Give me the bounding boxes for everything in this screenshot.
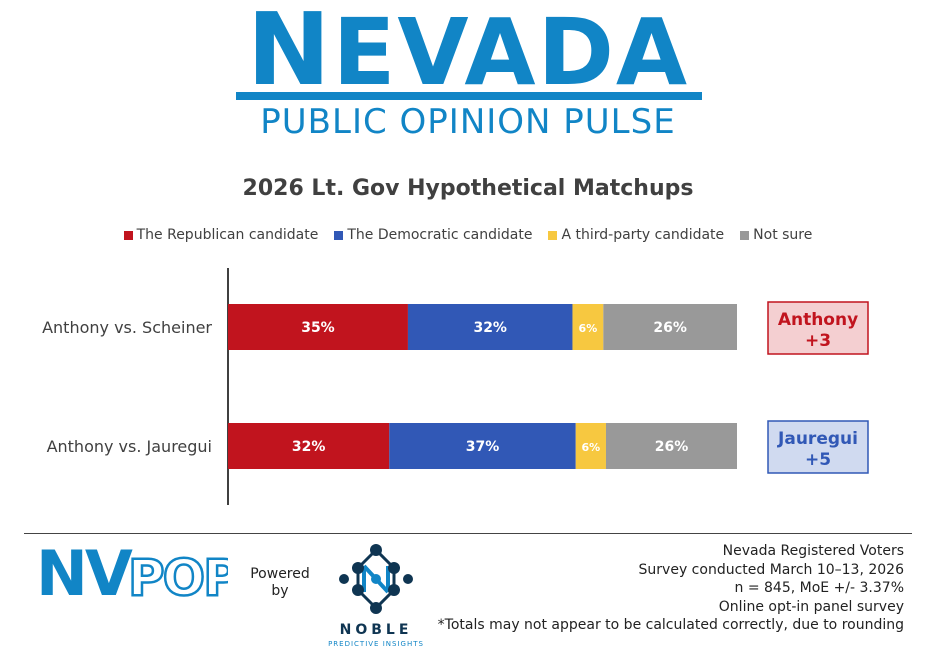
legend-item-republican: The Republican candidate [123,227,319,243]
legend-label-republican: The Republican candidate [136,227,319,243]
bar-label-0-0: 35% [301,320,335,336]
header-title: NEVADA [0,0,936,100]
nvpop-logo-pop: POP [128,549,228,599]
header-title-rest: EVADA [332,0,690,106]
chart-legend: The Republican candidate The Democratic … [0,227,936,243]
note-dates: Survey conducted March 10–13, 2026 [638,561,904,578]
note-method: Online opt-in panel survey [718,598,904,615]
note-population: Nevada Registered Voters [722,543,904,559]
bar-label-1-2: 6% [582,441,601,454]
header-subtitle: PUBLIC OPINION PULSE [260,102,676,142]
note-sample: n = 845, MoE +/- 3.37% [734,580,905,596]
bar-segment-1-1 [389,423,576,469]
powered-line-1: Powered [250,566,310,582]
margin-box-0 [767,301,869,355]
bar-segment-0-0 [228,304,408,350]
survey-notes: Nevada Registered Voters Survey conducte… [438,542,904,635]
bar-segment-0-2 [572,304,604,350]
header-divider [236,92,702,100]
margin-label-name-0: Anthony [778,310,858,330]
bar-label-1-3: 26% [655,439,689,455]
margin-label-value-0: +3 [805,331,831,351]
category-label-0: Anthony vs. Scheiner [42,318,212,337]
bar-label-0-3: 26% [653,320,687,336]
bar-label-0-1: 32% [473,320,507,336]
nvpop-logo: NV POP [36,545,228,599]
powered-by-label: Powered by [240,566,320,600]
legend-label-not-sure: Not sure [753,227,813,243]
bar-segment-0-3 [603,304,737,350]
footer-divider [24,533,912,534]
bar-segment-1-0 [228,423,390,469]
legend-swatch-not-sure [740,230,750,240]
legend-swatch-republican [123,230,133,240]
legend-label-third-party: A third-party candidate [561,227,725,243]
nvpop-logo-nv: NV [36,545,133,599]
noble-wordmark: NOBLE [339,622,413,638]
bar-segment-1-3 [605,423,737,469]
noble-network-icon [339,544,413,614]
bar-label-0-2: 6% [579,322,598,335]
legend-item-third-party: A third-party candidate [548,227,724,243]
legend-item-democratic: The Democratic candidate [334,227,532,243]
bar-segment-0-1 [407,304,573,350]
noble-tagline: PREDICTIVE INSIGHTS [328,640,424,648]
bar-segment-1-2 [575,423,606,469]
note-rounding: *Totals may not appear to be calculated … [437,617,904,633]
legend-item-not-sure: Not sure [740,227,812,243]
powered-line-2: by [271,583,289,599]
legend-swatch-democratic [334,230,344,240]
header-title-initial: N [246,0,333,108]
legend-swatch-third-party [548,230,558,240]
bar-label-1-0: 32% [292,439,326,455]
margin-box-1 [767,420,869,474]
category-label-1: Anthony vs. Jauregui [47,437,212,456]
chart-title: 2026 Lt. Gov Hypothetical Matchups [242,176,694,201]
bar-label-1-1: 37% [466,439,500,455]
margin-label-name-1: Jauregui [777,429,858,449]
legend-label-democratic: The Democratic candidate [347,227,533,243]
margin-label-value-1: +5 [805,450,831,470]
